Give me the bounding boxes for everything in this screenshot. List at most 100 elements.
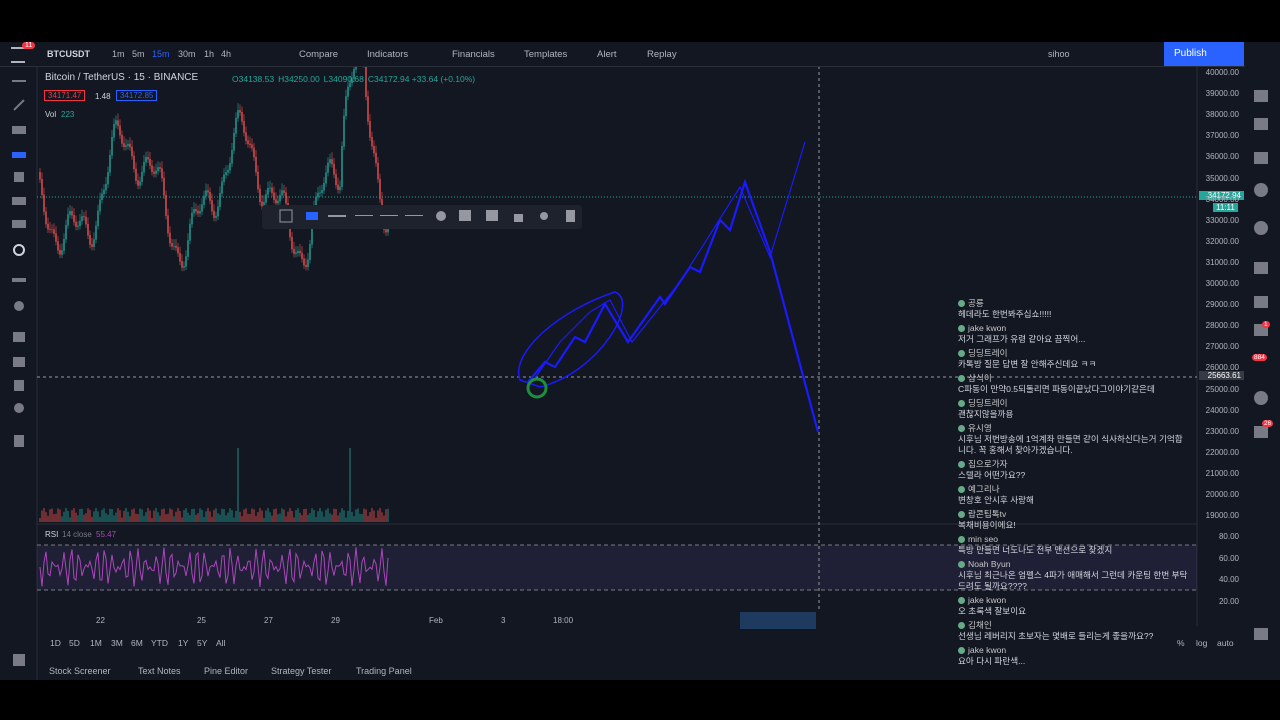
shape xyxy=(385,509,387,522)
shape xyxy=(343,510,345,522)
symbol[interactable]: BTCUSDT xyxy=(47,49,90,59)
app: 11 BTCUSDT sihoo Publish 1m 5m 15m 30m 1h 4h C… xyxy=(0,42,1280,680)
toolbar-button[interactable]: Alert xyxy=(597,49,617,60)
chat-message: 김채인 선생님 레버리지 초보자는 몇배로 들리는게 좋을까요?? xyxy=(958,620,1190,642)
chat-message: jake kwon 저거 그래프가 유령 같아요 끔찍어... xyxy=(958,323,1190,345)
shape xyxy=(343,115,345,147)
shape xyxy=(91,516,93,522)
shape xyxy=(159,167,161,169)
shape xyxy=(283,509,285,522)
interval[interactable]: 1m xyxy=(112,49,125,59)
shape xyxy=(339,186,341,191)
rsi-value: 55.47 xyxy=(96,530,117,539)
shape xyxy=(71,211,73,216)
chat-message: jake kwon 요아 다시 파란색... xyxy=(958,645,1190,667)
toolbar-button[interactable]: Indicators xyxy=(367,49,409,60)
shape xyxy=(313,509,315,522)
shape xyxy=(297,250,299,253)
chat-user: 집으로가자 xyxy=(958,459,1190,470)
chat-message: 집으로가자 스텔라 어떤가요?? xyxy=(958,459,1190,481)
chat-user: jake kwon xyxy=(958,323,1190,334)
range-button[interactable]: YTD xyxy=(151,638,168,648)
shape xyxy=(275,199,277,204)
shape xyxy=(49,228,51,230)
toolbar-button[interactable]: Replay xyxy=(647,49,677,60)
range-button[interactable]: 1Y xyxy=(178,638,189,648)
range-button[interactable]: 6M xyxy=(131,638,143,648)
price-label: 38000.00 xyxy=(1205,110,1239,120)
shape xyxy=(255,515,257,522)
chat-message: 랍콘팁톡tv 복채비용이에요! xyxy=(958,509,1190,531)
shape xyxy=(87,223,89,236)
range-button[interactable]: 5D xyxy=(69,638,80,648)
interval[interactable]: 30m xyxy=(178,49,196,59)
shape xyxy=(145,512,147,522)
shape xyxy=(171,242,173,247)
shape xyxy=(191,212,193,225)
shape xyxy=(115,120,117,125)
publish-button[interactable]: Publish xyxy=(1174,48,1207,59)
range-button[interactable]: 1M xyxy=(90,638,102,648)
shape xyxy=(263,202,265,207)
shape xyxy=(97,511,99,522)
shape xyxy=(373,145,375,154)
axis-option[interactable]: auto xyxy=(1217,638,1234,648)
interval[interactable]: 15m xyxy=(152,49,170,59)
range-button[interactable]: 3M xyxy=(111,638,123,648)
price-label: 22000.00 xyxy=(1205,447,1239,457)
axis-option[interactable]: % xyxy=(1177,638,1185,648)
shape xyxy=(221,181,223,194)
bid[interactable]: 34171.47 xyxy=(44,90,86,101)
shape xyxy=(171,509,173,522)
shape xyxy=(377,162,379,180)
interval[interactable]: 5m xyxy=(132,49,145,59)
symbol-title: Bitcoin / TetherUS · 15 · BINANCE xyxy=(45,72,199,83)
left-toolbar-icons xyxy=(12,80,26,666)
interval[interactable]: 4h xyxy=(221,49,232,59)
chat-user: Noah Byun xyxy=(958,559,1190,570)
chat-message: 선생님 레버리지 초보자는 몇배로 들리는게 좋을까요?? xyxy=(958,631,1154,641)
bottom-tab[interactable]: Trading Panel xyxy=(356,666,412,676)
shape xyxy=(253,509,255,522)
shape xyxy=(331,159,333,165)
shape xyxy=(291,236,293,250)
bottom-tab[interactable]: Stock Screener xyxy=(49,666,111,676)
toolbar-button[interactable]: Templates xyxy=(524,49,568,60)
shape xyxy=(267,508,269,522)
shape xyxy=(295,252,297,254)
menu-icon[interactable] xyxy=(11,47,25,63)
ask[interactable]: 34172.85 xyxy=(116,90,158,101)
interval[interactable]: 1h xyxy=(204,49,215,59)
toolbar-button[interactable]: Compare xyxy=(299,49,339,60)
publish-bg[interactable] xyxy=(1164,42,1244,66)
range-button[interactable]: All xyxy=(216,638,226,648)
chat-message: 헤데라도 한번봐주십쇼!!!!! xyxy=(958,309,1052,319)
shape xyxy=(301,252,303,259)
shape xyxy=(121,517,123,522)
chat-user: 유시영 xyxy=(958,423,1190,434)
bottom-tab[interactable]: Text Notes xyxy=(138,666,181,676)
shape xyxy=(65,508,67,522)
user[interactable]: sihoo xyxy=(1048,49,1070,59)
shape xyxy=(163,508,165,522)
crosshair-price: 25663.61 xyxy=(1199,371,1244,380)
bottom-tab[interactable]: Pine Editor xyxy=(204,666,249,676)
range-button[interactable]: 5Y xyxy=(197,638,208,648)
shape xyxy=(133,155,135,170)
shape xyxy=(335,174,337,186)
ohlc-value: H34250.00 xyxy=(278,74,320,84)
shape xyxy=(335,509,337,522)
toolbar-button[interactable]: Financials xyxy=(452,49,495,60)
time-label: 3 xyxy=(501,616,506,625)
shape xyxy=(227,169,229,173)
shape xyxy=(129,516,131,522)
shape xyxy=(271,515,273,522)
shape xyxy=(307,259,309,268)
axis-option[interactable]: log xyxy=(1196,638,1208,648)
shape xyxy=(49,509,51,522)
bottom-tab[interactable]: Strategy Tester xyxy=(271,666,332,676)
range-button[interactable]: 1D xyxy=(50,638,61,648)
shape xyxy=(123,510,125,522)
shape xyxy=(45,211,47,225)
drawing-toolbar[interactable] xyxy=(262,205,582,229)
